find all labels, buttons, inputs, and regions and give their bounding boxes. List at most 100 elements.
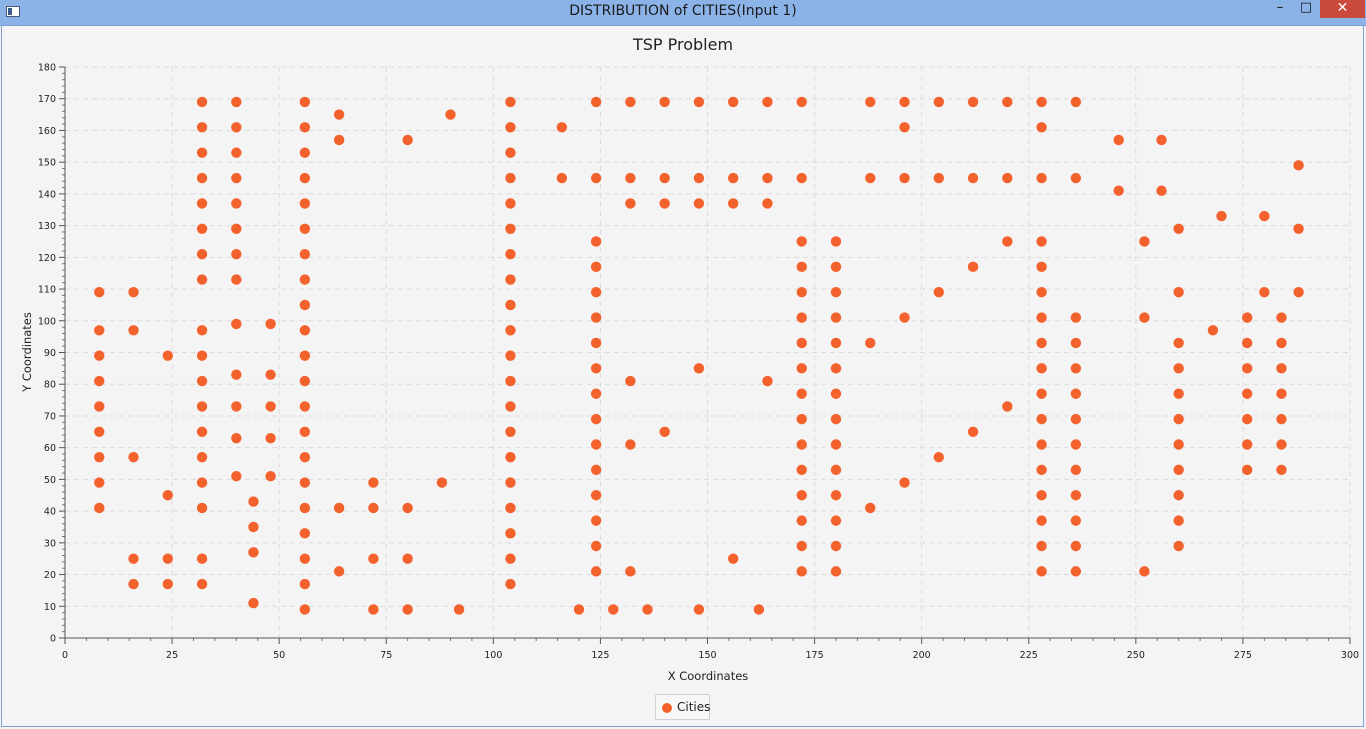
city-point <box>453 604 465 615</box>
city-point <box>1070 363 1082 374</box>
city-point <box>1276 464 1287 476</box>
city-point <box>231 369 242 380</box>
y-tick-label: 40 <box>44 507 56 518</box>
city-point <box>1002 236 1013 247</box>
city-point <box>505 528 516 539</box>
city-point <box>830 464 842 476</box>
city-point <box>162 578 173 590</box>
y-tick-label: 160 <box>38 126 56 137</box>
x-tick-label: 75 <box>380 650 392 661</box>
city-point <box>1173 337 1184 349</box>
city-point <box>231 471 242 482</box>
city-point <box>231 172 242 184</box>
x-tick-label: 50 <box>273 650 285 661</box>
city-point <box>590 413 602 425</box>
city-point <box>265 369 276 380</box>
city-point <box>865 337 876 349</box>
city-point <box>248 547 259 558</box>
city-point <box>762 198 773 209</box>
y-tick-label: 120 <box>38 253 56 264</box>
city-point <box>231 198 242 209</box>
city-point <box>590 312 602 323</box>
city-point <box>1242 464 1253 476</box>
y-tick-label: 60 <box>44 443 56 454</box>
city-point <box>590 388 602 399</box>
city-point <box>1070 312 1082 323</box>
city-point <box>231 147 242 158</box>
city-point <box>333 134 345 146</box>
city-point <box>728 553 739 564</box>
y-tick-label: 30 <box>44 538 56 549</box>
city-point <box>1036 439 1047 450</box>
city-point <box>248 597 259 609</box>
city-point <box>94 502 105 514</box>
city-point <box>1173 490 1184 501</box>
city-point <box>265 432 276 444</box>
city-point <box>196 401 208 412</box>
y-tick-label: 20 <box>44 570 56 581</box>
city-point <box>1276 388 1287 399</box>
y-tick-label: 10 <box>44 602 56 613</box>
city-point <box>368 502 379 514</box>
city-point <box>265 471 276 482</box>
city-point <box>299 325 311 336</box>
city-point <box>1036 236 1047 247</box>
x-tick-label: 0 <box>62 650 68 661</box>
city-point <box>402 502 413 514</box>
city-point <box>1259 287 1270 298</box>
city-point <box>196 325 208 336</box>
y-tick-label: 130 <box>38 221 56 232</box>
city-point <box>830 236 842 247</box>
city-point <box>94 375 105 387</box>
maximize-icon[interactable]: □ <box>1299 0 1313 15</box>
city-point <box>196 426 208 438</box>
city-point <box>436 477 448 488</box>
city-point <box>248 521 259 533</box>
city-point <box>796 566 807 577</box>
city-point <box>796 540 807 552</box>
city-point <box>94 350 105 361</box>
city-point <box>1036 388 1047 399</box>
minimize-icon[interactable]: – <box>1276 0 1284 15</box>
city-point <box>299 426 311 438</box>
city-point <box>402 134 413 146</box>
city-point <box>1173 464 1184 476</box>
city-point <box>590 439 602 450</box>
city-point <box>796 439 807 450</box>
city-point <box>1293 223 1304 234</box>
city-point <box>196 274 208 285</box>
city-point <box>196 248 208 260</box>
city-point <box>162 350 173 361</box>
city-point <box>1070 413 1082 425</box>
city-point <box>1070 337 1082 349</box>
city-point <box>196 223 208 234</box>
city-point <box>693 198 705 209</box>
city-point <box>830 413 842 425</box>
city-point <box>1207 325 1219 336</box>
city-point <box>1036 261 1047 273</box>
city-point <box>796 515 807 526</box>
city-point <box>1070 388 1082 399</box>
city-point <box>1242 363 1253 374</box>
city-point <box>505 147 516 158</box>
city-point <box>128 325 139 336</box>
city-point <box>299 198 311 209</box>
city-point <box>299 122 311 133</box>
city-point <box>1036 287 1047 298</box>
city-point <box>299 172 311 184</box>
city-point <box>231 274 242 285</box>
city-point <box>830 439 842 450</box>
city-point <box>933 96 944 108</box>
city-point <box>590 515 602 526</box>
city-point <box>899 477 910 488</box>
city-point <box>625 198 636 209</box>
city-point <box>196 198 208 209</box>
city-point <box>196 375 208 387</box>
city-point <box>556 172 568 184</box>
city-point <box>967 261 979 273</box>
city-point <box>1036 413 1047 425</box>
city-point <box>505 451 516 463</box>
city-point <box>299 477 311 488</box>
city-point <box>162 490 173 501</box>
close-icon[interactable]: ✕ <box>1320 0 1365 18</box>
